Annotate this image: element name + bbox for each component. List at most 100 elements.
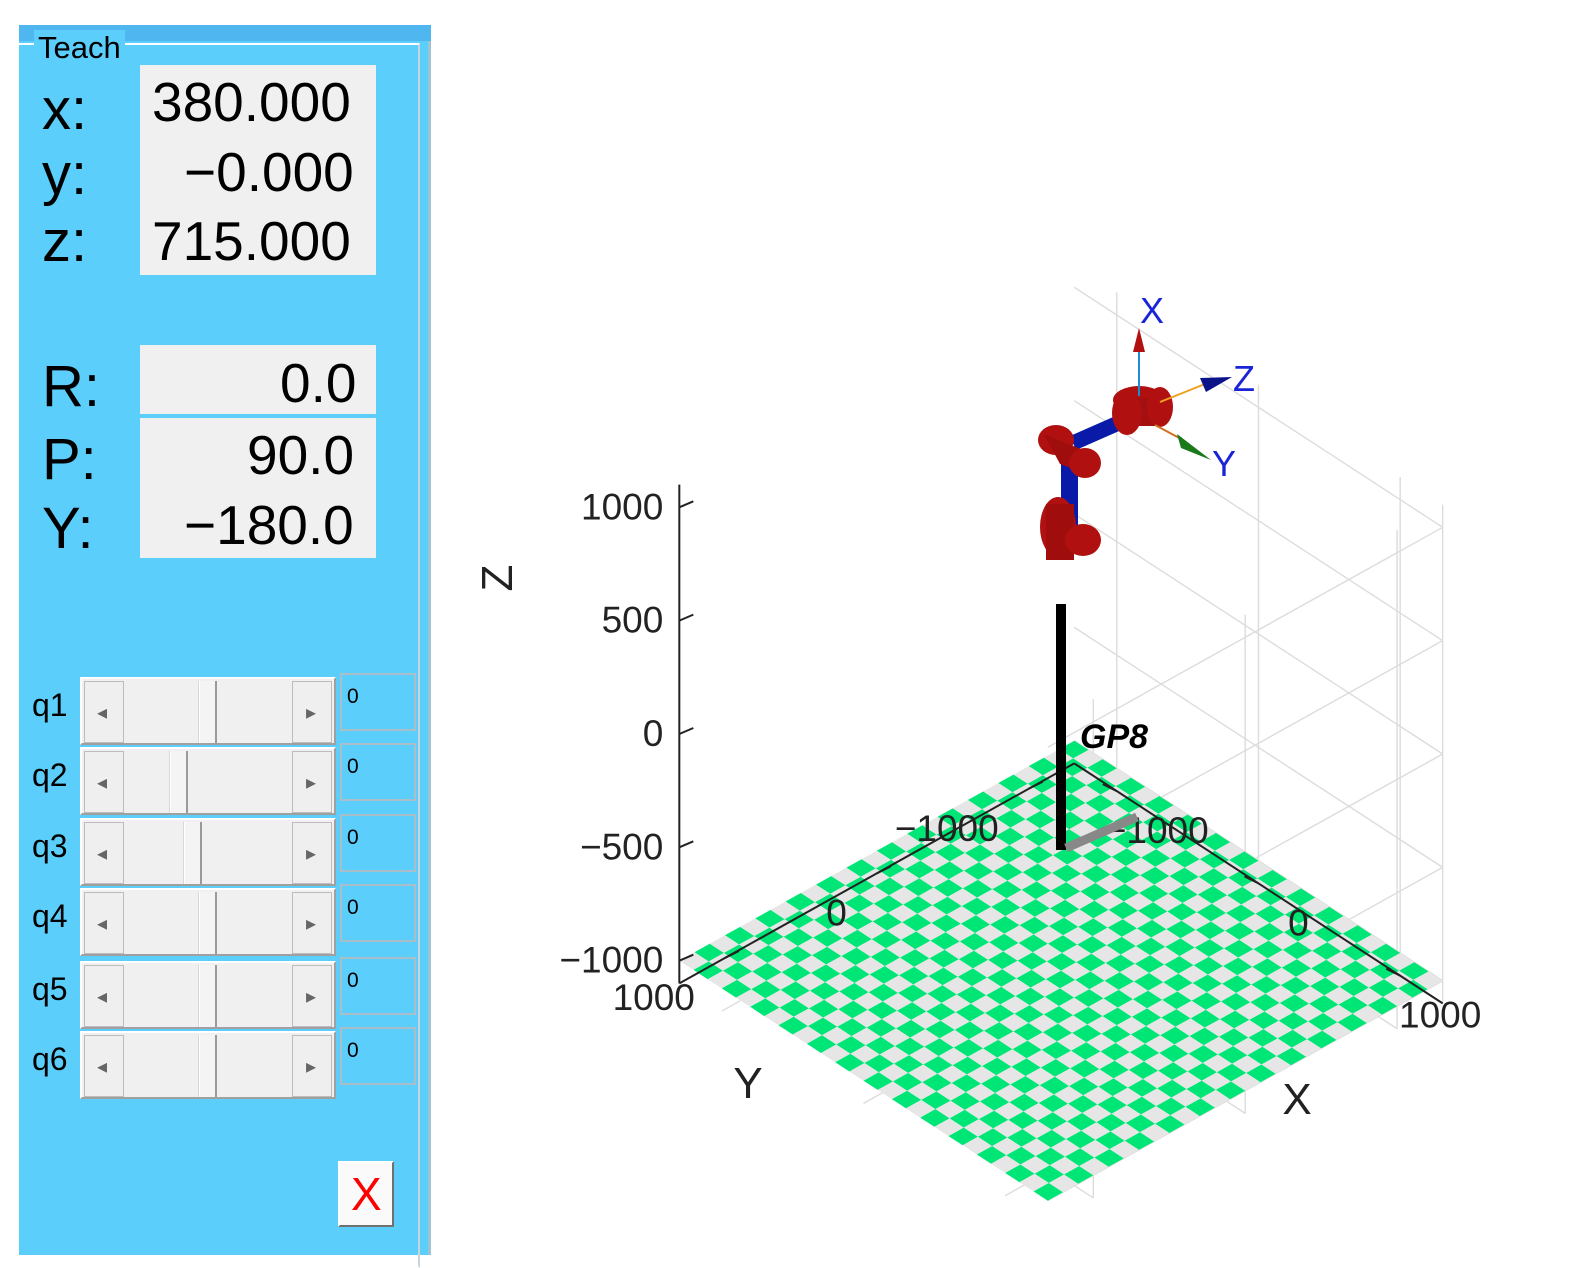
floor-tile (863, 1072, 893, 1090)
slider-left-button[interactable]: ◂ (84, 892, 124, 954)
floor-tile (1110, 866, 1140, 884)
floor-tile (1087, 759, 1117, 777)
floor-tile (829, 903, 859, 921)
floor-tile (937, 808, 967, 827)
slider-right-button[interactable]: ▸ (292, 1035, 332, 1097)
floor-tile (865, 1036, 895, 1055)
floor-tile (1072, 767, 1102, 786)
slider-right-button[interactable]: ▸ (292, 965, 332, 1027)
floor-tile (807, 1017, 838, 1036)
floor-tile (1096, 856, 1126, 875)
floor-tile (854, 974, 884, 993)
slider-left-button[interactable]: ◂ (84, 1035, 124, 1097)
floor-tile (1025, 1067, 1055, 1086)
joint-slider-q6[interactable]: ◂ ▸ (80, 1031, 336, 1099)
floor-tile (910, 1029, 940, 1047)
slider-left-button[interactable]: ◂ (84, 822, 124, 884)
floor-tile (1107, 919, 1137, 937)
joint-value-field-q2[interactable]: 0 (340, 743, 416, 801)
floor-tile (1199, 850, 1230, 869)
slider-right-button[interactable]: ▸ (292, 822, 332, 884)
robot-joint (1112, 391, 1142, 435)
floor-tile (1218, 1028, 1249, 1047)
slider-left-button[interactable]: ◂ (84, 681, 124, 743)
floor-tile (721, 979, 752, 998)
floor-tile (962, 1136, 993, 1155)
floor-tile (949, 1109, 979, 1128)
floor-tile (1151, 929, 1181, 947)
floor-tile (982, 800, 1012, 819)
joint-slider-q4[interactable]: ◂ ▸ (80, 888, 336, 956)
floor-tile (990, 916, 1020, 934)
joint-value-field-q5[interactable]: 0 (340, 957, 416, 1015)
slider-thumb[interactable] (169, 751, 188, 813)
floor-tile (1064, 909, 1094, 927)
floor-tile (1168, 885, 1198, 903)
joint-value-field-q6[interactable]: 0 (340, 1027, 416, 1085)
joint-slider-q2[interactable]: ◂ ▸ (80, 747, 336, 815)
joint-value: 0 (347, 755, 359, 778)
slider-thumb[interactable] (184, 822, 203, 884)
slider-right-button[interactable]: ▸ (292, 751, 332, 813)
floor-tile (1198, 868, 1229, 887)
y-value: −0.000 (184, 141, 354, 203)
floor-tile (938, 1047, 968, 1066)
floor-tile (826, 956, 856, 974)
slider-thumb[interactable] (199, 965, 217, 1027)
floor-tile (999, 1013, 1029, 1032)
floor-tile (961, 897, 992, 916)
close-button[interactable]: X (338, 1161, 394, 1227)
floor-tile (957, 968, 988, 987)
slider-right-button[interactable]: ▸ (292, 681, 332, 743)
floor-tile (1184, 859, 1214, 877)
floor-tile (869, 966, 899, 984)
floor-tile (1133, 973, 1164, 991)
z-value: 715.000 (152, 210, 351, 272)
slider-right-button[interactable]: ▸ (292, 892, 332, 954)
floor-tile (978, 871, 1008, 890)
slider-thumb[interactable] (199, 681, 217, 743)
floor-tile (1185, 841, 1215, 860)
floor-tile (1171, 832, 1201, 850)
floor-tile (1036, 873, 1067, 891)
floor-tile (1356, 934, 1386, 953)
floor-tile (1158, 1062, 1188, 1080)
floor-tile (1061, 962, 1091, 980)
floor-tile (1006, 889, 1036, 908)
floor-tile (844, 894, 874, 913)
floor-tile (1092, 927, 1122, 946)
floor-tile (1033, 1183, 1063, 1201)
floor-tile (942, 976, 972, 995)
slider-left-button[interactable]: ◂ (84, 965, 124, 1027)
floor-tile (1052, 1103, 1083, 1122)
joint-value-field-q4[interactable]: 0 (340, 884, 416, 942)
z-tick-label: 1000 (581, 486, 663, 527)
floor-tile (1129, 786, 1160, 805)
floor-tile (997, 1049, 1027, 1067)
floor-tile (1141, 1088, 1172, 1107)
floor-tile (1143, 813, 1173, 832)
joint-slider-q5[interactable]: ◂ ▸ (80, 961, 336, 1029)
floor-tile (1104, 972, 1134, 990)
joint-slider-q3[interactable]: ◂ ▸ (80, 818, 336, 886)
floor-tile (1086, 1033, 1116, 1052)
floor-tile (1065, 891, 1095, 910)
joint-value-field-q3[interactable]: 0 (340, 814, 416, 872)
joint-slider-q1[interactable]: ◂ ▸ (80, 677, 336, 745)
floor-tile (724, 926, 755, 945)
floor-tile (1039, 1076, 1069, 1095)
slider-left-button[interactable]: ◂ (84, 751, 124, 813)
floor-tile (736, 989, 766, 1007)
left-arrow-icon: ◂ (97, 702, 108, 724)
floor-tile (1119, 963, 1150, 982)
floor-tile (764, 1007, 794, 1026)
slider-thumb[interactable] (199, 1035, 217, 1097)
floor-tile (1115, 777, 1146, 796)
left-arrow-icon: ◂ (97, 843, 108, 865)
floor-tile (815, 893, 845, 912)
floor-tile (1053, 1086, 1084, 1104)
joint-value-field-q1[interactable]: 0 (340, 673, 416, 731)
floor-tile (872, 913, 903, 931)
slider-thumb[interactable] (199, 892, 217, 954)
